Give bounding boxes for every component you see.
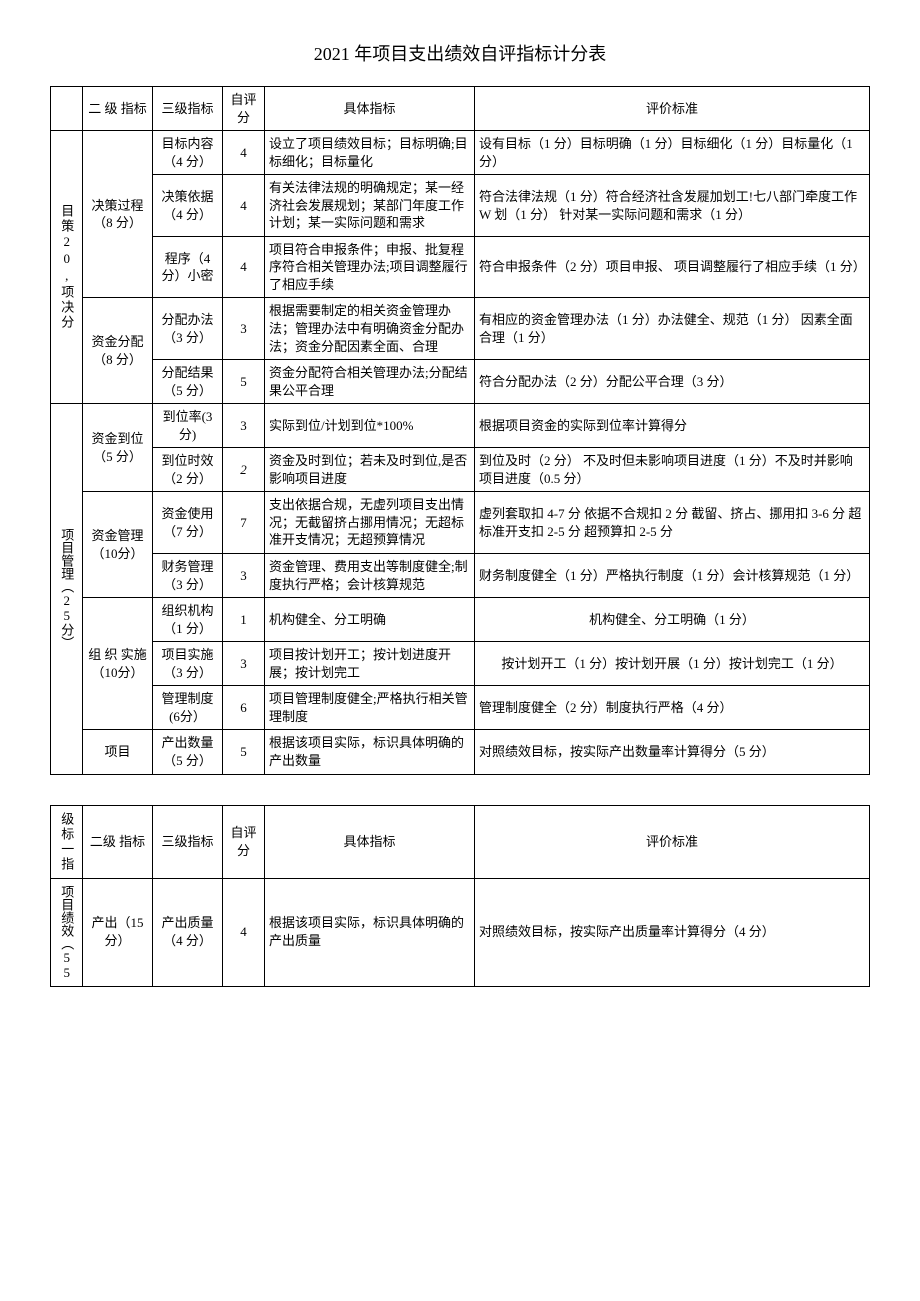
l3-cell: 产出质量（4 分） [153,878,223,986]
table-header: 级标一指 二级 指标 三级指标 自评分 具体指标 评价标准 [51,805,870,878]
hdr-score: 自评分 [223,805,265,878]
l3-cell: 分配结果（5 分） [153,360,223,404]
table-row: 目策20,项决分 决策过程（8 分） 目标内容（4 分） 4 设立了项目绩效目标… [51,131,870,175]
page-title: 2021 年项目支出绩效自评指标计分表 [50,40,870,66]
spec-cell: 项目按计划开工；按计划进度开展；按计划完工 [265,642,475,686]
l2-fundmgmt: 资金管理（10分） [83,492,153,598]
hdr-l1 [51,87,83,131]
l2-alloc: 资金分配（8 分） [83,298,153,404]
score-cell: 7 [223,492,265,554]
score-cell: 4 [223,236,265,298]
spec-cell: 资金分配符合相关管理办法;分配结果公平合理 [265,360,475,404]
l3-cell: 产出数量（5 分） [153,730,223,774]
l3-cell: 财务管理（3 分） [153,554,223,598]
score-cell: 4 [223,878,265,986]
std-cell: 财务制度健全（1 分）严格执行制度（1 分）会计核算规范（1 分） [475,554,870,598]
spec-cell: 实际到位/计划到位*100% [265,404,475,448]
std-cell: 有相应的资金管理办法（1 分）办法健全、规范（1 分） 因素全面合理（1 分） [475,298,870,360]
table-row: 项目实施（3 分） 3 项目按计划开工；按计划进度开展；按计划完工 按计划开工（… [51,642,870,686]
table-row: 资金管理（10分） 资金使用（7 分） 7 支出依据合规，无虚列项目支出情况；无… [51,492,870,554]
l1-manage: 项目管理（25分） [51,404,83,774]
table-header: 二 级 指标 三级指标 自评分 具体指标 评价标准 [51,87,870,131]
spec-cell: 支出依据合规，无虚列项目支出情况；无截留挤占挪用情况；无超标准开支情况；无超预算… [265,492,475,554]
score-cell: 4 [223,131,265,175]
hdr-l2: 二级 指标 [83,805,153,878]
l2-process: 决策过程（8 分） [83,131,153,298]
l2-project: 项目 [83,730,153,774]
table-row: 资金分配（8 分） 分配办法（3 分） 3 根据需要制定的相关资金管理办法；管理… [51,298,870,360]
table-row: 程序（4 分）小密 4 项目符合申报条件；申报、批复程序符合相关管理办法;项目调… [51,236,870,298]
score-cell: 5 [223,360,265,404]
spec-cell: 资金及时到位；若未及时到位,是否影响项目进度 [265,448,475,492]
score-cell: 3 [223,554,265,598]
l3-cell: 到位率(3分) [153,404,223,448]
hdr-spec: 具体指标 [265,87,475,131]
l3-cell: 目标内容（4 分） [153,131,223,175]
std-cell: 机构健全、分工明确（1 分） [475,598,870,642]
std-cell: 按计划开工（1 分）按计划开展（1 分）按计划完工（1 分） [475,642,870,686]
spec-cell: 机构健全、分工明确 [265,598,475,642]
l1-decision: 目策20,项决分 [51,131,83,404]
table-row: 决策依据（4 分） 4 有关法律法规的明确规定；某一经济社会发展规划；某部门年度… [51,175,870,237]
table-row: 组 织 实施（10分） 组织机构（1 分） 1 机构健全、分工明确 机构健全、分… [51,598,870,642]
table-row: 管理制度(6分） 6 项目管理制度健全;严格执行相关管理制度 管理制度健全（2 … [51,686,870,730]
score-cell: 6 [223,686,265,730]
std-cell: 对照绩效目标，按实际产出数量率计算得分（5 分） [475,730,870,774]
std-cell: 符合申报条件（2 分）项目申报、 项目调整履行了相应手续（1 分） [475,236,870,298]
l3-cell: 程序（4 分）小密 [153,236,223,298]
std-cell: 设有目标（1 分）目标明确（1 分）目标细化（1 分）目标量化（1 分） [475,131,870,175]
score-table-2: 级标一指 二级 指标 三级指标 自评分 具体指标 评价标准 项目绩效（55 产出… [50,805,870,987]
std-cell: 对照绩效目标，按实际产出质量率计算得分（4 分） [475,878,870,986]
hdr-score: 自评分 [223,87,265,131]
table-row: 项目 产出数量（5 分） 5 根据该项目实际，标识具体明确的产出数量 对照绩效目… [51,730,870,774]
hdr-l3: 三级指标 [153,87,223,131]
table-row: 项目绩效（55 产出（15 分） 产出质量（4 分） 4 根据该项目实际，标识具… [51,878,870,986]
std-cell: 根据项目资金的实际到位率计算得分 [475,404,870,448]
table-row: 分配结果（5 分） 5 资金分配符合相关管理办法;分配结果公平合理 符合分配办法… [51,360,870,404]
hdr-std: 评价标准 [475,805,870,878]
spec-cell: 有关法律法规的明确规定；某一经济社会发展规划；某部门年度工作计划；某一实际问题和… [265,175,475,237]
spec-cell: 资金管理、费用支出等制度健全;制度执行严格；会计核算规范 [265,554,475,598]
spec-cell: 根据该项目实际，标识具体明确的产出数量 [265,730,475,774]
spec-cell: 根据需要制定的相关资金管理办法；管理办法中有明确资金分配办法；资金分配因素全面、… [265,298,475,360]
std-cell: 到位及时（2 分） 不及时但未影响项目进度（1 分）不及时并影响项目进度（0.5… [475,448,870,492]
spec-cell: 项目符合申报条件；申报、批复程序符合相关管理办法;项目调整履行了相应手续 [265,236,475,298]
score-cell: 5 [223,730,265,774]
std-cell: 符合分配办法（2 分）分配公平合理（3 分） [475,360,870,404]
table-row: 到位时效（2 分） 2 资金及时到位；若未及时到位,是否影响项目进度 到位及时（… [51,448,870,492]
l2-output: 产出（15 分） [83,878,153,986]
score-cell: 3 [223,404,265,448]
hdr-std: 评价标准 [475,87,870,131]
l1-perf: 项目绩效（55 [51,878,83,986]
std-cell: 管理制度健全（2 分）制度执行严格（4 分） [475,686,870,730]
l3-cell: 分配办法（3 分） [153,298,223,360]
spec-cell: 项目管理制度健全;严格执行相关管理制度 [265,686,475,730]
l3-cell: 管理制度(6分） [153,686,223,730]
hdr-spec: 具体指标 [265,805,475,878]
std-cell: 虚列套取扣 4-7 分 依据不合规扣 2 分 截留、挤占、挪用扣 3-6 分 超… [475,492,870,554]
table-row: 项目管理（25分） 资金到位（5 分） 到位率(3分) 3 实际到位/计划到位*… [51,404,870,448]
table-row: 财务管理（3 分） 3 资金管理、费用支出等制度健全;制度执行严格；会计核算规范… [51,554,870,598]
hdr-l1: 级标一指 [51,805,83,878]
spec-cell: 设立了项目绩效目标；目标明确;目标细化；目标量化 [265,131,475,175]
score-cell: 3 [223,642,265,686]
std-cell: 符合法律法规（1 分）符合经济社含发屣加划工!七八部门牵度工作 W 划（1 分）… [475,175,870,237]
l2-arrival: 资金到位（5 分） [83,404,153,492]
score-cell: 2 [223,448,265,492]
hdr-l3: 三级指标 [153,805,223,878]
l3-cell: 到位时效（2 分） [153,448,223,492]
l3-cell: 资金使用（7 分） [153,492,223,554]
score-cell: 4 [223,175,265,237]
l3-cell: 组织机构（1 分） [153,598,223,642]
score-table-1: 二 级 指标 三级指标 自评分 具体指标 评价标准 目策20,项决分 决策过程（… [50,86,870,775]
score-cell: 1 [223,598,265,642]
score-cell: 3 [223,298,265,360]
hdr-l2: 二 级 指标 [83,87,153,131]
l3-cell: 决策依据（4 分） [153,175,223,237]
l2-org: 组 织 实施（10分） [83,598,153,730]
l3-cell: 项目实施（3 分） [153,642,223,686]
spec-cell: 根据该项目实际，标识具体明确的产出质量 [265,878,475,986]
